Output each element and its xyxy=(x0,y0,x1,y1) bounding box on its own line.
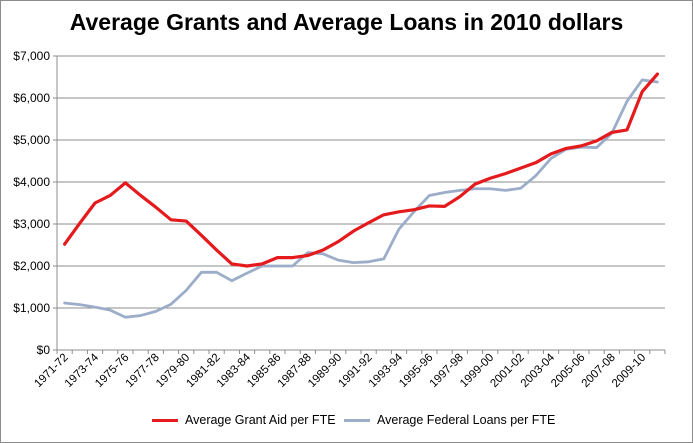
legend-item-federal-loans: Average Federal Loans per FTE xyxy=(344,413,555,427)
legend-swatch-federal-loans xyxy=(344,418,370,422)
x-axis-tick-labels: 1971-721973-741975-761977-781979-801981-… xyxy=(32,351,648,390)
y-tick-label: $3,000 xyxy=(13,217,50,231)
legend-item-grant-aid: Average Grant Aid per FTE xyxy=(152,413,336,427)
axes xyxy=(53,55,666,354)
legend-label-grant-aid: Average Grant Aid per FTE xyxy=(185,413,336,427)
series-line-federal-loans xyxy=(63,78,659,319)
y-tick-label: $5,000 xyxy=(13,133,50,147)
y-axis-tick-labels: $0 $1,000 $2,000 $3,000 $4,000 $5,000 $6,000 $7… xyxy=(13,49,50,357)
chart-title: Average Grants and Average Loans in 2010… xyxy=(69,9,624,35)
legend-swatch-grant-aid xyxy=(152,418,178,422)
x-tick-label: 2009-10 xyxy=(610,352,648,390)
y-tick-label: $4,000 xyxy=(13,175,50,189)
series-lines xyxy=(62,72,660,319)
legend-label-federal-loans: Average Federal Loans per FTE xyxy=(377,413,556,427)
y-tick-label: $0 xyxy=(37,343,51,357)
y-tick-label: $1,000 xyxy=(13,301,50,315)
gridlines xyxy=(57,55,665,309)
y-tick-label: $7,000 xyxy=(13,49,50,63)
y-tick-label: $6,000 xyxy=(13,91,50,105)
y-tick-label: $2,000 xyxy=(13,259,50,273)
series-line-grant-aid xyxy=(62,72,660,268)
